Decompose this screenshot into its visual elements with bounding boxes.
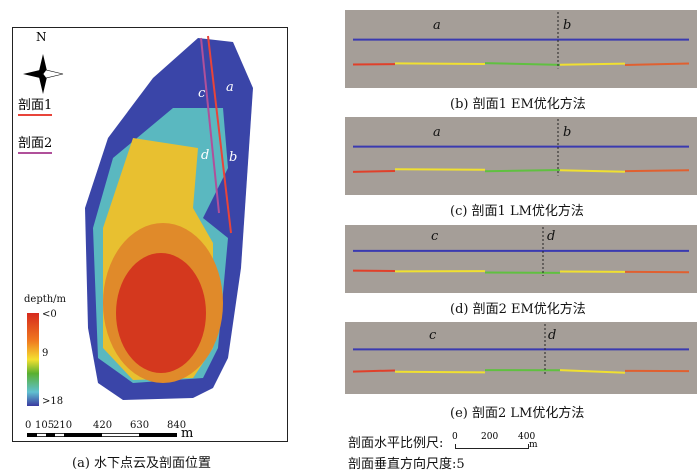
seabed-points bbox=[353, 171, 395, 172]
h-scale-unit: m bbox=[529, 440, 538, 450]
scale-tick: 630 bbox=[130, 420, 149, 431]
north-label: N bbox=[36, 30, 47, 44]
profile-label-right: b bbox=[563, 125, 571, 140]
profile-label-left: c bbox=[431, 229, 438, 244]
v-scale-label: 剖面垂直方向尺度:5 bbox=[348, 453, 465, 472]
scale-tick: 105 bbox=[35, 420, 54, 431]
scale-tick: 0 bbox=[25, 420, 31, 431]
profile-panel-d: c d bbox=[345, 225, 697, 293]
profile-label-right: d bbox=[547, 229, 555, 244]
profile-label-right: b bbox=[563, 18, 571, 33]
seabed-points bbox=[395, 372, 485, 373]
profile-panel-e: c d bbox=[345, 322, 697, 394]
profile-panel-b: a b bbox=[345, 10, 697, 88]
legend-top: <0 bbox=[42, 309, 57, 320]
map-point-d: d bbox=[201, 148, 209, 163]
caption-e: (e) 剖面2 LM优化方法 bbox=[450, 402, 584, 421]
seabed-points bbox=[625, 170, 689, 171]
legend-title: depth/m bbox=[24, 294, 66, 305]
caption-b: (b) 剖面1 EM优化方法 bbox=[450, 93, 586, 112]
legend-profile1: 剖面1 bbox=[18, 94, 52, 116]
profile-label-left: a bbox=[433, 125, 441, 140]
map-point-c: c bbox=[198, 86, 205, 101]
scale-tick: 210 bbox=[53, 420, 72, 431]
scale-bar bbox=[27, 433, 177, 437]
profile-label-left: a bbox=[433, 18, 441, 33]
legend-mid: 9 bbox=[42, 348, 48, 359]
seabed-points bbox=[485, 170, 560, 171]
seabed-points bbox=[560, 370, 625, 373]
h-scale-bar bbox=[455, 444, 529, 449]
seabed-points bbox=[353, 370, 395, 371]
seabed-points bbox=[560, 170, 625, 172]
seabed-points bbox=[395, 63, 485, 64]
map-point-b: b bbox=[229, 150, 237, 165]
legend-profile2: 剖面2 bbox=[18, 132, 52, 154]
caption-d: (d) 剖面2 EM优化方法 bbox=[450, 298, 586, 317]
h-scale-tick: 0 bbox=[452, 432, 458, 442]
scale-tick: 420 bbox=[93, 420, 112, 431]
seabed-points bbox=[560, 64, 625, 65]
map-panel: N 剖面1 剖面2 a b c d depth/m <0 9 >18 0 105… bbox=[12, 27, 288, 442]
scale-unit: m bbox=[181, 426, 193, 441]
profile-label-right: d bbox=[548, 328, 556, 343]
h-scale-label: 剖面水平比例尺: bbox=[348, 432, 443, 451]
profile-label-left: c bbox=[429, 328, 436, 343]
legend-bottom: >18 bbox=[42, 396, 63, 407]
seabed-points bbox=[625, 64, 689, 65]
profile-panel-c: a b bbox=[345, 117, 697, 195]
caption-c: (c) 剖面1 LM优化方法 bbox=[450, 200, 584, 219]
north-arrow-icon bbox=[23, 54, 63, 94]
h-scale-tick: 200 bbox=[481, 432, 498, 442]
map-caption: (a) 水下点云及剖面位置 bbox=[72, 452, 211, 471]
map-point-a: a bbox=[226, 80, 234, 95]
seabed-points bbox=[485, 63, 560, 65]
point-cloud-map bbox=[13, 28, 289, 443]
depth-colorbar bbox=[27, 313, 39, 406]
seabed-points bbox=[395, 169, 485, 170]
